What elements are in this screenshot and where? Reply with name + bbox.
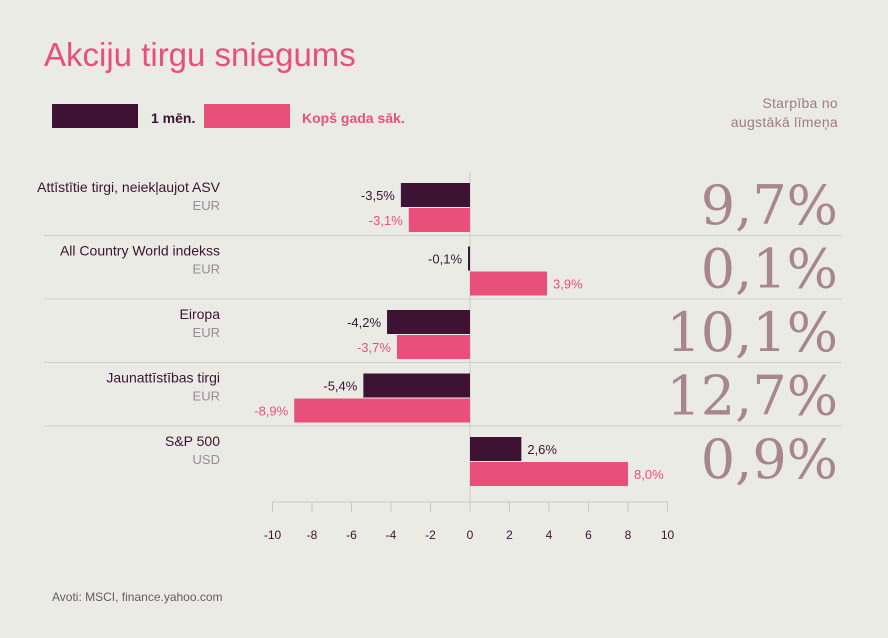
ytd-bar — [470, 271, 548, 296]
x-tick-label: 2 — [506, 528, 513, 542]
category-label: All Country World indekss — [60, 243, 220, 259]
legend-label-1-month: 1 mēn. — [151, 110, 196, 126]
one-month-bar — [363, 373, 470, 398]
from-high-value: 10,1% — [666, 301, 838, 364]
ytd-value-label: -3,7% — [357, 340, 391, 355]
category-label: Jaunattīstības tirgi — [106, 370, 220, 386]
one-month-bar — [400, 183, 470, 207]
from-high-value: 12,7% — [666, 365, 838, 428]
currency-label: EUR — [193, 262, 220, 277]
one-month-bar — [468, 246, 470, 271]
x-tick-label: -4 — [386, 528, 397, 542]
x-tick-label: -2 — [425, 528, 436, 542]
one-month-value-label: -0,1% — [428, 252, 462, 267]
category-label: Attīstītie tirgi, neiekļaujot ASV — [37, 179, 221, 195]
from-high-value: 9,7% — [701, 174, 838, 237]
chart-title: Akciju tirgu sniegums — [44, 36, 356, 73]
from-high-header: Starpība no augstākā līmeņa — [678, 94, 838, 132]
legend-swatch-1-month — [52, 104, 138, 128]
currency-label: EUR — [193, 389, 220, 404]
source-note: Avoti: MSCI, finance.yahoo.com — [52, 590, 223, 604]
ytd-bar — [396, 335, 470, 359]
currency-label: EUR — [193, 198, 220, 213]
x-tick-label: 4 — [546, 528, 553, 542]
x-tick-label: 8 — [625, 528, 632, 542]
one-month-bar — [470, 437, 522, 461]
legend-label-ytd: Kopš gada sāk. — [302, 110, 405, 126]
ytd-bar — [470, 462, 628, 486]
ytd-bar — [294, 398, 470, 423]
x-tick-label: -8 — [307, 528, 318, 542]
from-high-header-line-1: Starpība no — [762, 95, 838, 111]
one-month-value-label: -5,4% — [323, 379, 357, 394]
currency-label: EUR — [193, 325, 220, 340]
one-month-value-label: 2,6% — [527, 442, 557, 457]
ytd-value-label: -8,9% — [254, 404, 288, 419]
x-tick-label: 0 — [467, 528, 474, 542]
ytd-value-label: -3,1% — [369, 213, 403, 228]
ytd-value-label: 8,0% — [634, 467, 664, 482]
bar-chart: Attīstītie tirgi, neiekļaujot ASV EUR -3,5… — [37, 172, 842, 542]
ytd-bar — [408, 208, 470, 232]
legend-swatch-ytd — [204, 104, 290, 128]
one-month-value-label: -4,2% — [347, 315, 381, 330]
one-month-bar — [387, 310, 470, 334]
from-high-header-line-2: augstākā līmeņa — [730, 114, 838, 130]
x-tick-label: 6 — [585, 528, 592, 542]
currency-label: USD — [193, 452, 220, 467]
ytd-value-label: 3,9% — [553, 277, 583, 292]
x-tick-label: -10 — [264, 528, 282, 542]
x-tick-label: -6 — [346, 528, 357, 542]
x-tick-label: 10 — [661, 528, 675, 542]
one-month-value-label: -3,5% — [361, 188, 395, 203]
from-high-value: 0,9% — [701, 428, 838, 491]
category-label: S&P 500 — [165, 433, 220, 449]
from-high-value: 0,1% — [701, 238, 838, 301]
category-label: Eiropa — [180, 306, 221, 322]
